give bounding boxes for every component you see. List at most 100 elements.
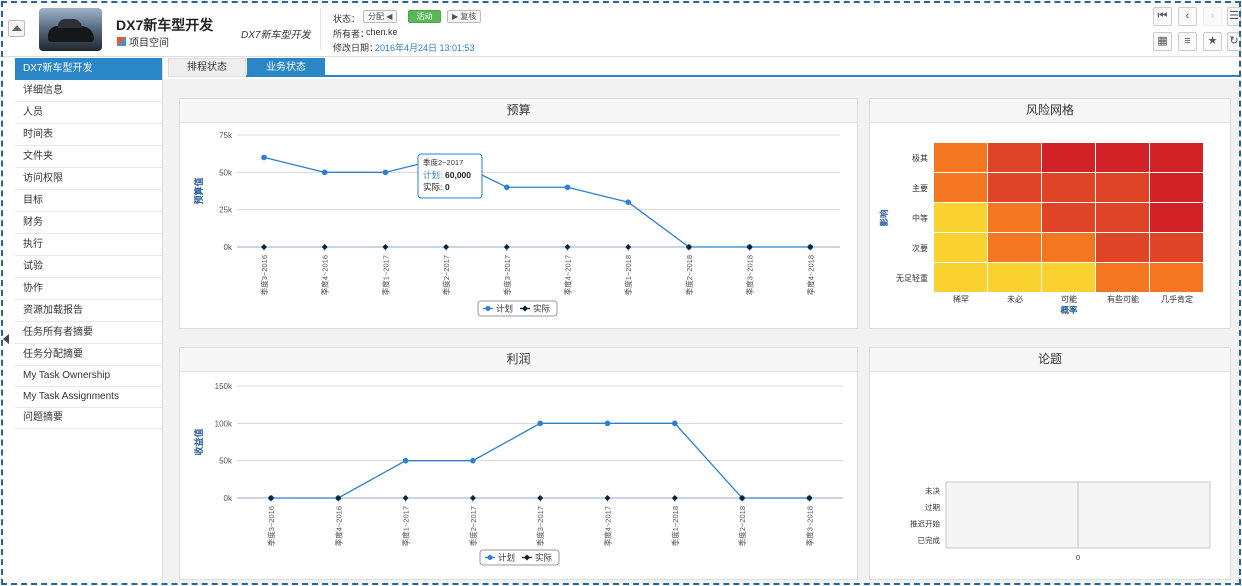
project-title: DX7新车型开发	[116, 17, 214, 33]
sidebar-item[interactable]: 详细信息	[15, 80, 162, 102]
risk-y-label: 主要	[912, 183, 928, 193]
x-tick-label: 季度4~2016	[333, 506, 343, 546]
risk-cell	[1150, 203, 1203, 232]
x-tick-label: 季度2~2018	[737, 506, 747, 546]
plan-point	[537, 420, 543, 427]
tab-schedule-status[interactable]: 排程状态	[168, 58, 246, 77]
issues-category-label: 未决	[925, 485, 940, 495]
project-space-link[interactable]: 项目空间	[117, 34, 169, 49]
risk-y-axis-title: 影响	[879, 209, 889, 227]
tooltip-plan-value: 60,000	[445, 170, 471, 180]
risk-cell	[934, 143, 987, 172]
review-button[interactable]: ▶ 复核	[447, 10, 482, 23]
sidebar-divider	[162, 58, 163, 586]
issues-x-tick-label: 0	[1076, 553, 1080, 562]
sidebar-item[interactable]: 访问权限	[15, 168, 162, 190]
legend-actual-marker	[522, 305, 528, 312]
project-thumbnail	[39, 8, 102, 51]
x-tick-label: 季度3~2018	[745, 255, 755, 295]
x-tick-label: 季度3~2018	[804, 506, 814, 546]
profit-panel: 利润 0k 50k 100k 150k 收益值 季度3~2016 季度4~2016 季度1~2…	[179, 347, 858, 580]
actual-point	[685, 244, 692, 250]
risk-cell	[988, 233, 1041, 262]
next-icon[interactable]: ›	[1203, 7, 1222, 26]
x-tick-label: 季度2~2018	[684, 255, 694, 295]
plan-point	[402, 457, 409, 464]
sidebar-item[interactable]: My Task Ownership	[15, 366, 162, 387]
legend-plan-marker	[485, 306, 491, 311]
legend-plan-marker	[487, 555, 493, 560]
previous-icon[interactable]: ‹	[1178, 7, 1197, 26]
risk-x-label: 稀罕	[953, 294, 969, 304]
actual-point	[321, 244, 328, 250]
y-tick-label: 100k	[215, 419, 233, 428]
modified-date: 2016年4月24日 13:01:53	[375, 43, 475, 53]
favorite-star-icon[interactable]: ★	[1203, 32, 1222, 51]
menu-icon[interactable]: ☰	[1227, 7, 1241, 26]
issues-category-label: 推迟开始	[910, 518, 940, 528]
risk-y-label: 中等	[912, 213, 928, 223]
grid-view-icon[interactable]: ▦	[1153, 32, 1172, 51]
collapse-header-button[interactable]	[8, 20, 25, 37]
sidebar-item[interactable]: 目标	[15, 190, 162, 212]
x-tick-label: 季度1~2018	[670, 506, 680, 546]
risk-cell	[934, 233, 987, 262]
sidebar-item[interactable]: DX7新车型开发	[15, 58, 162, 80]
risk-x-label: 可能	[1061, 294, 1077, 304]
header-divider	[320, 8, 321, 50]
sidebar-item[interactable]: 文件夹	[15, 146, 162, 168]
risk-x-label: 几乎肯定	[1161, 294, 1193, 304]
y-tick-label: 0k	[224, 494, 233, 503]
tab-business-status[interactable]: 业务状态	[247, 58, 325, 77]
sidebar-item[interactable]: 问题摘要	[15, 408, 162, 429]
sidebar-item[interactable]: My Task Assignments	[15, 387, 162, 408]
y-axis-title: 预算值	[193, 177, 204, 204]
modified-label: 修改日期：	[333, 43, 379, 53]
project-space-label: 项目空间	[129, 38, 169, 49]
risk-y-label: 极其	[912, 153, 928, 163]
y-tick-label: 50k	[219, 168, 233, 177]
sidebar-item[interactable]: 时间表	[15, 124, 162, 146]
risk-cell	[988, 173, 1041, 202]
actual-point	[625, 244, 632, 250]
risk-y-label: 无足轻重	[896, 273, 928, 283]
status-label: 状态：	[333, 14, 361, 24]
plan-series-line	[263, 156, 811, 248]
issues-category-label: 过期	[925, 502, 940, 512]
assign-button[interactable]: 分配 ◀	[363, 10, 398, 23]
first-page-icon[interactable]: ⏮	[1153, 7, 1172, 26]
x-tick-label: 季度2~2017	[468, 506, 478, 546]
sidebar-toggle-icon[interactable]	[3, 334, 9, 344]
sidebar-item[interactable]: 执行	[15, 234, 162, 256]
refresh-icon[interactable]: ↻	[1227, 32, 1241, 51]
sidebar-item[interactable]: 任务所有者摘要	[15, 322, 162, 344]
sidebar-item[interactable]: 试验	[15, 256, 162, 278]
profit-panel-title: 利润	[180, 348, 857, 372]
risk-panel-title: 风险网格	[870, 99, 1230, 123]
list-view-icon[interactable]: ≡	[1178, 32, 1197, 51]
active-status-button[interactable]: 活动	[408, 10, 441, 23]
sidebar-item[interactable]: 协作	[15, 278, 162, 300]
x-tick-label: 季度2~2017	[441, 255, 451, 295]
x-tick-label: 季度4~2016	[320, 255, 330, 295]
x-tick-label: 季度1~2017	[401, 506, 411, 546]
budget-panel-title: 预算	[180, 99, 857, 123]
tooltip-category: 季度2~2017	[423, 157, 463, 167]
risk-cell	[1096, 233, 1149, 262]
legend-box	[479, 549, 560, 566]
sidebar-item[interactable]: 人员	[15, 102, 162, 124]
y-tick-label: 0k	[224, 243, 233, 252]
sidebar-item[interactable]: 资源加载报告	[15, 300, 162, 322]
arrow-right-icon: ▶	[452, 12, 459, 21]
actual-point	[503, 244, 510, 250]
legend-plan-label: 计划	[498, 553, 515, 563]
sidebar-item[interactable]: 财务	[15, 212, 162, 234]
risk-cell	[934, 203, 987, 232]
plan-point	[625, 199, 631, 205]
sidebar-item[interactable]: 任务分配摘要	[15, 344, 162, 366]
review-label: 复核	[460, 12, 477, 21]
x-tick-label: 季度4~2017	[603, 506, 613, 546]
y-tick-label: 75k	[219, 131, 233, 140]
